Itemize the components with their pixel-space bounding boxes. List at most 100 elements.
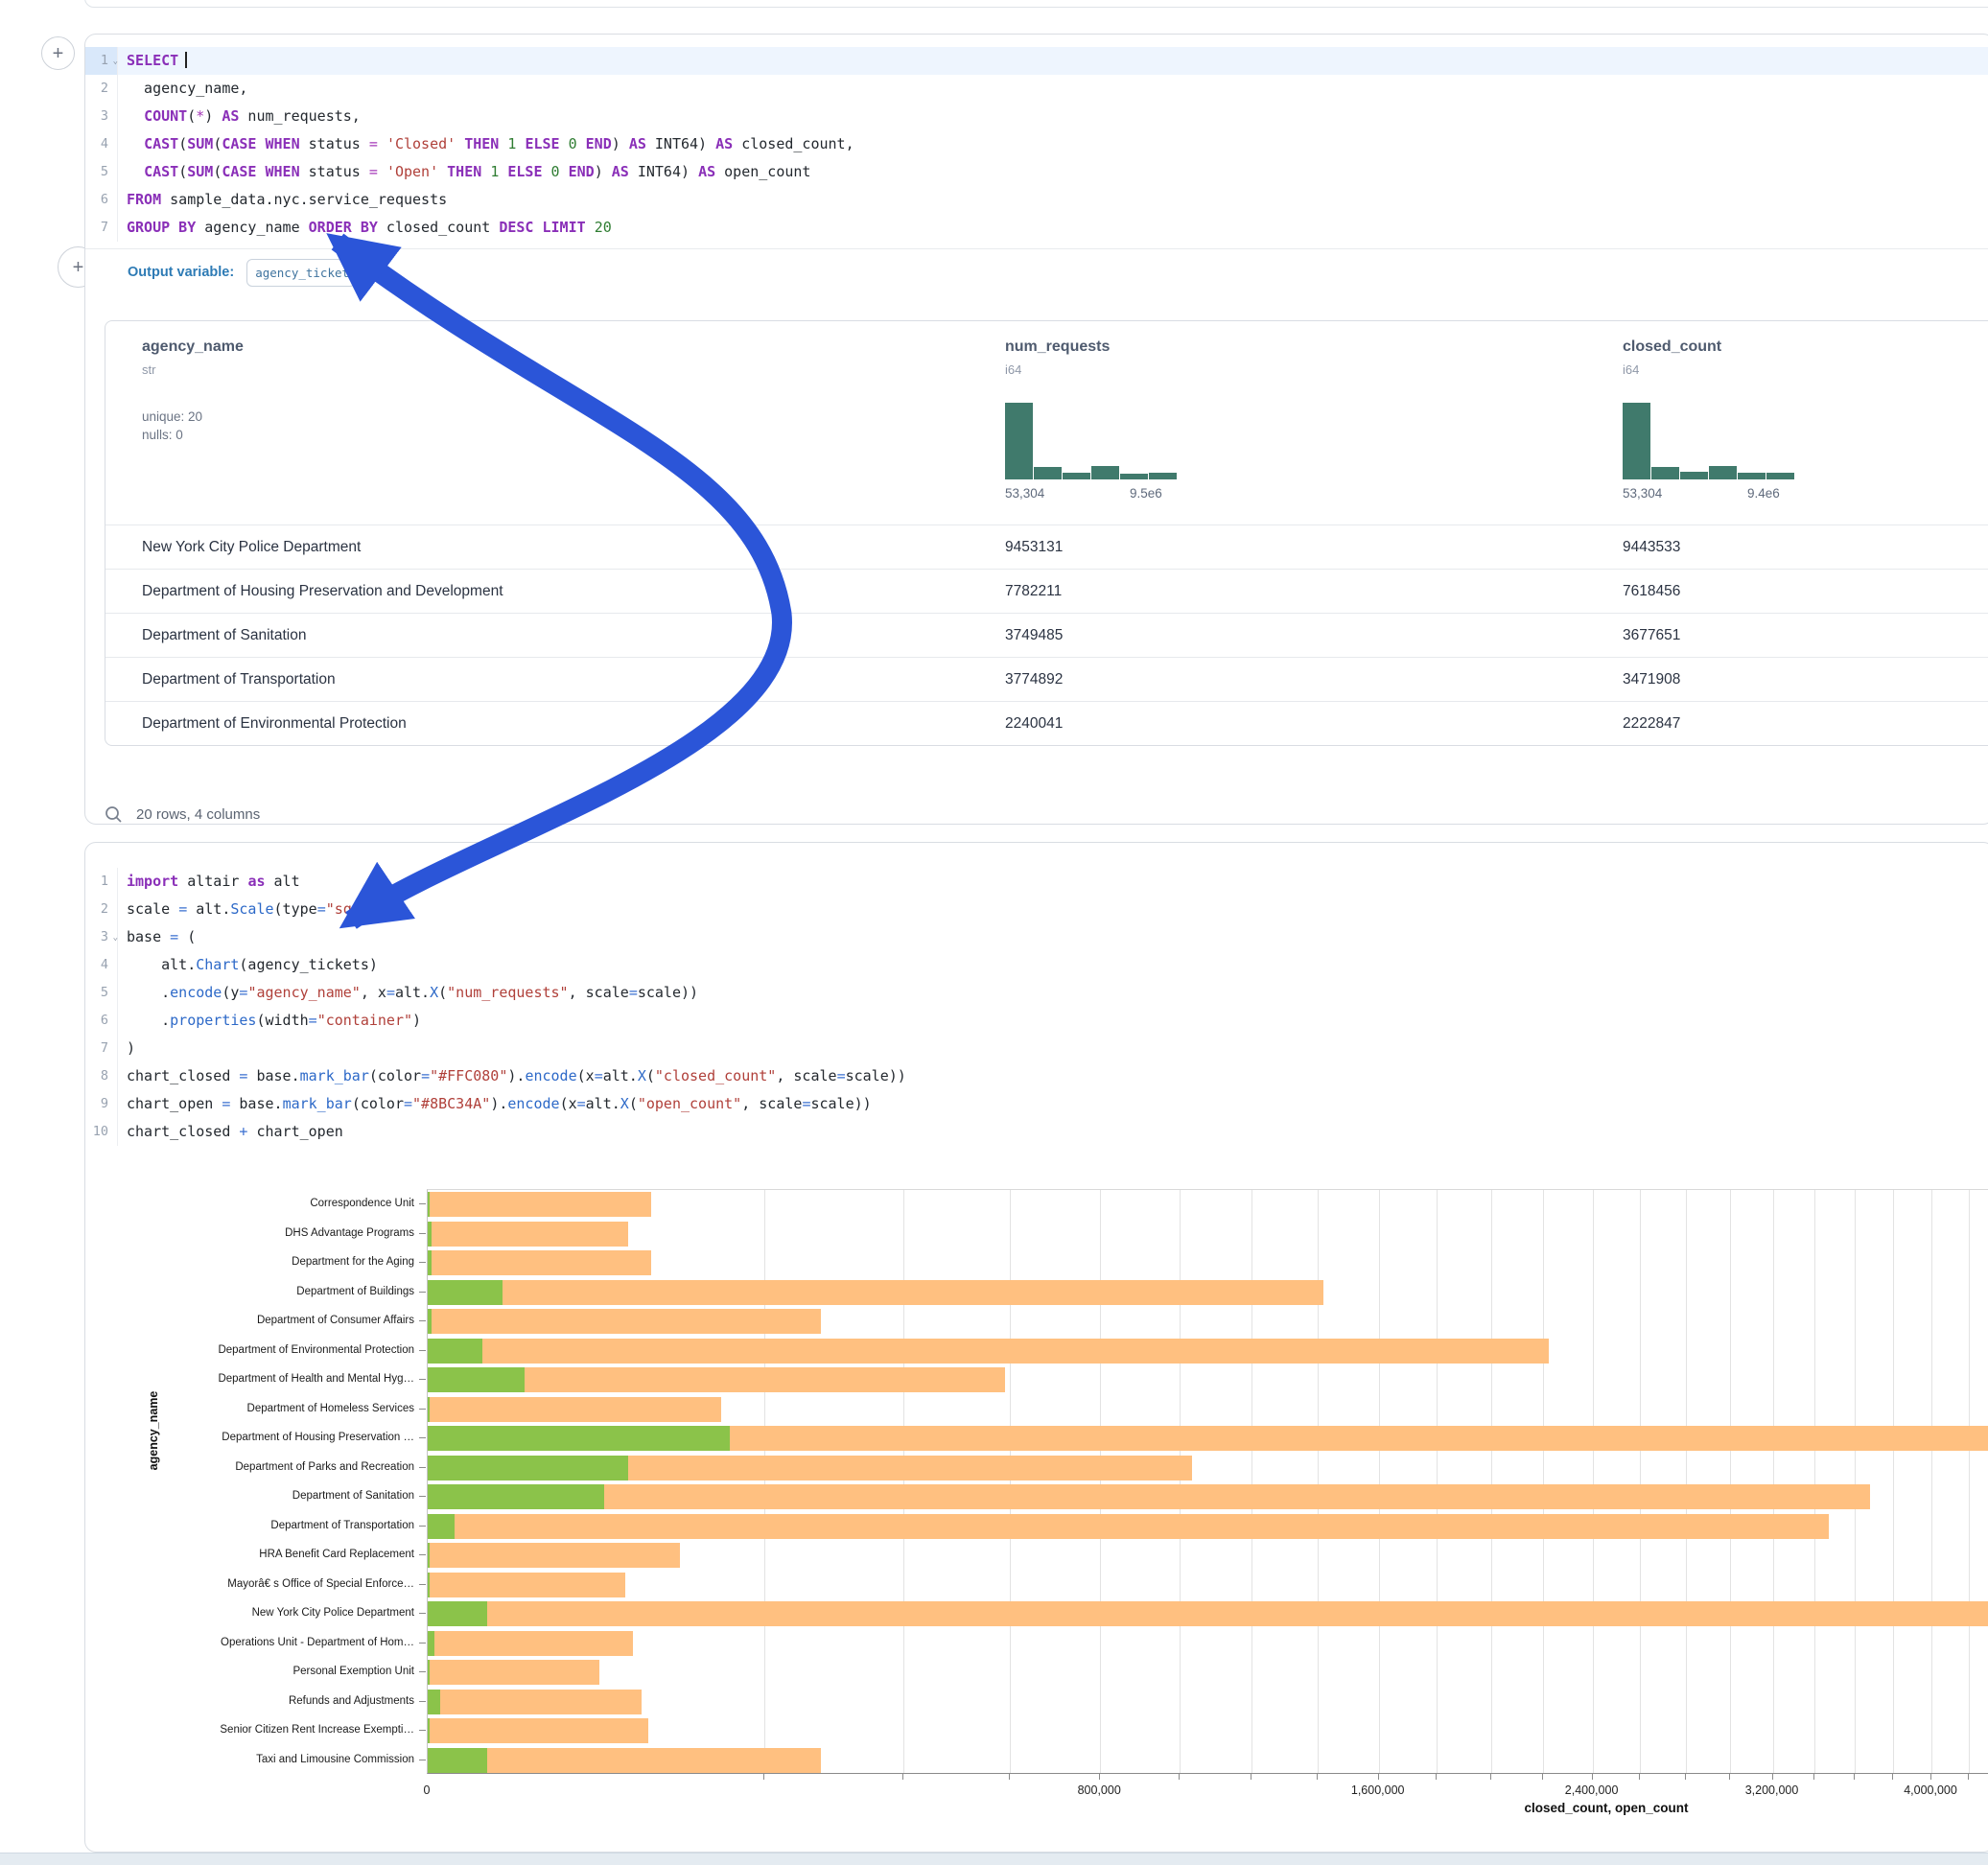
bar-closed-count [428,1222,628,1247]
code-token: as [247,873,265,890]
code-line[interactable]: 2 agency_name, [85,75,1988,103]
code-token: "sqrt" [326,900,378,918]
code-token [256,163,265,180]
output-variable-value: agency_tickets [255,266,356,280]
code-token: (type [274,900,317,918]
y-axis-tick [419,1671,426,1672]
table-cell: Department of Environmental Protection [142,715,407,733]
page-background-strip [0,1853,1988,1865]
line-number: 1⌄ [85,47,118,75]
code-token: THEN [464,135,499,152]
y-axis-label: Correspondence Unit [136,1198,414,1209]
output-variable-pill[interactable]: agency_tickets [246,259,356,287]
code-token: ORDER BY [309,219,378,236]
code-line[interactable]: 10chart_closed + chart_open [85,1118,1988,1146]
x-axis-tick [1378,1774,1379,1780]
code-line[interactable]: 9chart_open = base.mark_bar(color="#8BC3… [85,1090,1988,1118]
code-text: CAST(SUM(CASE WHEN status = 'Closed' THE… [118,130,1988,158]
code-line[interactable]: 3⌄base = ( [85,923,1988,951]
code-token [560,135,569,152]
table-row[interactable]: New York City Police Department945313194… [105,525,1988,570]
line-number: 5 [85,979,118,1007]
fold-chevron-icon[interactable]: ⌄ [113,48,118,76]
bar-open-count [428,1456,628,1480]
code-line[interactable]: 3 COUNT(*) AS num_requests, [85,103,1988,130]
bar-open-count [428,1631,434,1656]
x-axis-tick [1009,1774,1010,1780]
code-token: CAST [144,163,178,180]
x-axis-title: closed_count, open_count [1496,1801,1717,1815]
code-text: GROUP BY agency_name ORDER BY closed_cou… [118,214,1988,242]
code-line[interactable]: 6FROM sample_data.nyc.service_requests [85,186,1988,214]
bar-open-count [428,1222,432,1247]
code-token: = [386,984,395,1001]
code-line[interactable]: 4 CAST(SUM(CASE WHEN status = 'Closed' T… [85,130,1988,158]
code-token: "open_count" [638,1095,741,1112]
python-code-editor[interactable]: 1import altair as alt2scale = alt.Scale(… [85,868,1988,1146]
sql-code-editor[interactable]: 1⌄SELECT2 agency_name,3 COUNT(*) AS num_… [85,47,1988,242]
code-token [586,219,595,236]
line-number: 9 [85,1090,118,1118]
code-line[interactable]: 1import altair as alt [85,868,1988,896]
code-line[interactable]: 4 alt.Chart(agency_tickets) [85,951,1988,979]
code-line[interactable]: 7) [85,1035,1988,1062]
y-axis-label: Department of Transportation [136,1520,414,1531]
code-token: , scale [776,1067,836,1084]
histogram-label: 9.5e6 [1130,486,1162,501]
column-stat: unique: 20 [142,409,244,424]
dataframe-footer: 20 rows, 4 columns [105,795,260,833]
code-token: chart_closed [127,1067,239,1084]
code-token: ELSE [525,135,559,152]
table-row[interactable]: Department of Transportation377489234719… [105,657,1988,702]
gridline [1686,1190,1687,1773]
code-line[interactable]: 7GROUP BY agency_name ORDER BY closed_co… [85,214,1988,242]
code-line[interactable]: 5 CAST(SUM(CASE WHEN status = 'Open' THE… [85,158,1988,186]
code-token: ) [612,135,629,152]
y-axis-tick [419,1526,426,1527]
gridline [1318,1190,1319,1773]
bar-closed-count [428,1690,642,1714]
fold-chevron-icon[interactable]: ⌄ [113,924,118,952]
column-histogram [1005,403,1178,479]
y-axis-label: Department of Health and Mental Hyg… [136,1373,414,1385]
bar-closed-count [428,1660,599,1685]
table-cell: 9453131 [1005,539,1063,556]
add-cell-button[interactable]: + [41,36,75,70]
table-row[interactable]: Department of Housing Preservation and D… [105,569,1988,614]
column-header-num_requests[interactable]: num_requestsi64 [1005,338,1110,377]
y-axis-tick [419,1437,426,1438]
bar-closed-count [428,1631,633,1656]
column-type: str [142,362,244,377]
line-number: 1 [85,868,118,896]
x-axis-tick [1772,1774,1773,1780]
code-token: (color [369,1067,421,1084]
code-token: 1 [490,163,499,180]
code-token: num_requests, [239,107,360,125]
code-line[interactable]: 8chart_closed = base.mark_bar(color="#FF… [85,1062,1988,1090]
bar-open-count [428,1543,430,1568]
code-token: AS [222,107,239,125]
table-cell: 7618456 [1623,583,1680,600]
code-token: encode [525,1067,576,1084]
code-line[interactable]: 5 .encode(y="agency_name", x=alt.X("num_… [85,979,1988,1007]
table-row[interactable]: Department of Environmental Protection 22… [105,701,1988,746]
table-row[interactable]: Department of Sanitation37494853677651 [105,613,1988,658]
table-cell: 2240041 [1005,715,1063,733]
line-number: 3 [85,103,118,130]
code-token: base [127,928,170,945]
code-token: AS [629,135,646,152]
search-icon[interactable] [105,805,123,824]
code-token: * [196,107,204,125]
table-cell: 7782211 [1005,583,1062,600]
column-header-closed_count[interactable]: closed_counti64 [1623,338,1721,377]
y-axis-label: Refunds and Adjustments [136,1695,414,1707]
code-token: ( [629,1095,638,1112]
code-token: CAST [144,135,178,152]
x-axis-tick-label: 1,600,000 [1321,1783,1436,1797]
code-line[interactable]: 1⌄SELECT [85,47,1988,75]
code-line[interactable]: 2scale = alt.Scale(type="sqrt") [85,896,1988,923]
code-line[interactable]: 6 .properties(width="container") [85,1007,1988,1035]
column-header-agency_name[interactable]: agency_namestrunique: 20nulls: 0 [142,338,244,442]
y-axis-tick [419,1643,426,1644]
bar-closed-count [428,1250,651,1275]
